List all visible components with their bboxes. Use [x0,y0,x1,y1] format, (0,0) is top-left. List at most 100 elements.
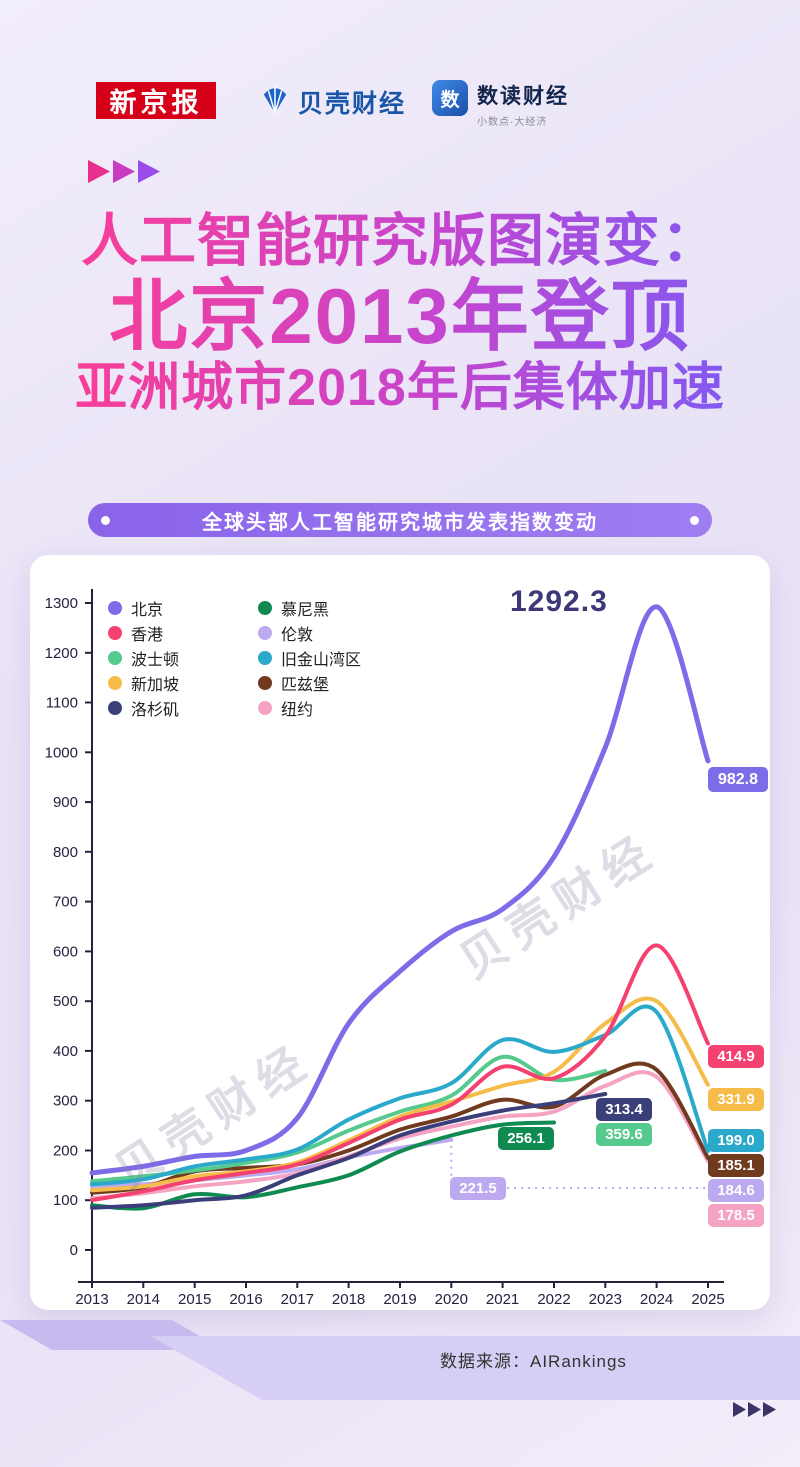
value-badge: 178.5 [708,1204,764,1227]
y-tick-label: 200 [53,1143,78,1160]
arrow-icon [748,1402,761,1417]
x-tick-label: 2022 [537,1291,570,1308]
legend-dot [108,700,122,715]
data-source: 数据来源：AIRankings [440,1352,627,1371]
arrow-icon [113,160,135,183]
y-tick-label: 800 [53,844,78,861]
legend-item: 香港 [108,620,228,645]
y-tick-label: 500 [53,993,78,1010]
x-tick-label: 2019 [383,1291,416,1308]
value-badge: 184.6 [708,1179,764,1202]
x-tick-label: 2017 [281,1291,314,1308]
value-badge: 414.9 [708,1045,764,1068]
legend-label: 慕尼黑 [281,601,330,619]
xinjingbao-logo: 新京报 [96,82,216,119]
page-title: 人工智能研究版图演变： 北京2013年登顶 亚洲城市2018年后集体加速 [0,209,800,419]
y-tick-label: 100 [53,1192,78,1209]
chart-banner-label: 全球头部人工智能研究城市发表指数变动 [202,511,598,534]
x-tick-label: 2024 [640,1291,673,1308]
y-tick-label: 1200 [45,645,78,662]
y-tick-label: 700 [53,894,78,911]
decorative-arrows-bottom [733,1402,776,1417]
title-line-1: 人工智能研究版图演变： [0,209,800,274]
legend-label: 新加坡 [131,676,180,694]
decorative-arrows-top [88,160,160,183]
shudu-finance-slogan: 小数点·大经济 [477,117,548,128]
legend-item: 波士顿 [108,645,228,670]
title-line-3: 亚洲城市2018年后集体加速 [0,358,800,419]
x-tick-label: 2020 [435,1291,468,1308]
y-tick-label: 300 [53,1093,78,1110]
value-badge: 313.4 [596,1098,652,1121]
legend-label: 旧金山湾区 [281,651,362,669]
beike-finance-logo-text: 贝壳财经 [298,90,407,118]
chart-card: 0 100 200 300 400 500 600 700 800 900 1000 1100 1200… [30,555,770,1310]
line-chart: 0 100 200 300 400 500 600 700 800 900 1000 1100 1200… [45,589,725,1308]
series-line-旧金山湾区 [90,1004,710,1187]
legend-label: 北京 [131,601,164,619]
peak-annotation: 1292.3 [510,585,608,618]
legend-dot [258,600,272,615]
legend-dot [258,675,272,690]
y-tick-label: 400 [53,1043,78,1060]
value-badge: 185.1 [708,1154,764,1177]
arrow-icon [733,1402,746,1417]
y-tick-label: 900 [53,794,78,811]
x-tick-label: 2013 [75,1291,108,1308]
series-line-洛杉矶 [90,1092,608,1210]
legend-item: 伦敦 [258,620,361,645]
legend-label: 伦敦 [281,626,314,644]
legend-item: 慕尼黑 [258,595,361,620]
legend-item: 旧金山湾区 [258,645,361,670]
legend-dot [258,700,272,715]
y-tick-label: 600 [53,943,78,960]
legend-item: 新加坡 [108,670,228,695]
value-badge: 359.6 [596,1123,652,1146]
arrow-icon [138,160,160,183]
value-badge: 256.1 [498,1127,554,1150]
x-tick-label: 2021 [486,1291,519,1308]
y-tick-label: 1100 [46,695,78,712]
series-line-波士顿 [90,1054,608,1184]
y-tick-label: 0 [70,1242,78,1259]
legend-dot [108,675,122,690]
legend-item: 洛杉矶 [108,695,228,720]
shudu-finance-icon: 数 [432,80,468,116]
value-badge: 982.8 [708,767,768,792]
legend-dot [258,625,272,640]
shudu-finance-logo-text: 数读财经 [477,85,569,108]
legend-label: 香港 [131,626,164,644]
legend-dot [108,650,122,665]
legend-label: 纽约 [281,701,314,719]
legend-item: 匹兹堡 [258,670,361,695]
value-badge: 221.5 [450,1177,506,1200]
title-line-2: 北京2013年登顶 [0,274,800,358]
arrow-icon [88,160,110,183]
shudu-finance-logo: 数 数读财经 小数点·大经济 [432,80,569,128]
banner-dot-left [101,515,110,525]
legend-label: 洛杉矶 [131,701,180,719]
legend-dot [108,600,122,615]
y-tick-label: 1000 [45,744,78,761]
y-tick-label: 1300 [45,595,78,612]
x-tick-label: 2014 [127,1291,160,1308]
x-tick-label: 2016 [229,1291,262,1308]
arrow-icon [763,1402,776,1417]
series-line-纽约 [90,1070,710,1201]
legend-label: 匹兹堡 [281,676,330,694]
xinjingbao-logo-text: 新京报 [109,88,203,118]
series-line-北京 [89,604,711,1176]
value-badge: 331.9 [708,1088,764,1111]
legend-item: 纽约 [258,695,361,720]
legend-dot [258,650,272,665]
legend-label: 波士顿 [131,651,180,669]
series-line-香港 [90,943,710,1203]
x-tick-label: 2023 [589,1291,622,1308]
beike-finance-logo: 贝壳财经 [260,84,406,120]
x-tick-label: 2015 [178,1291,211,1308]
banner-dot-right [690,515,699,525]
chart-banner: 全球头部人工智能研究城市发表指数变动 [88,503,712,537]
chart-legend: 北京香港波士顿新加坡洛杉矶 慕尼黑伦敦旧金山湾区匹兹堡纽约 [108,595,361,720]
value-badge: 199.0 [708,1129,764,1152]
